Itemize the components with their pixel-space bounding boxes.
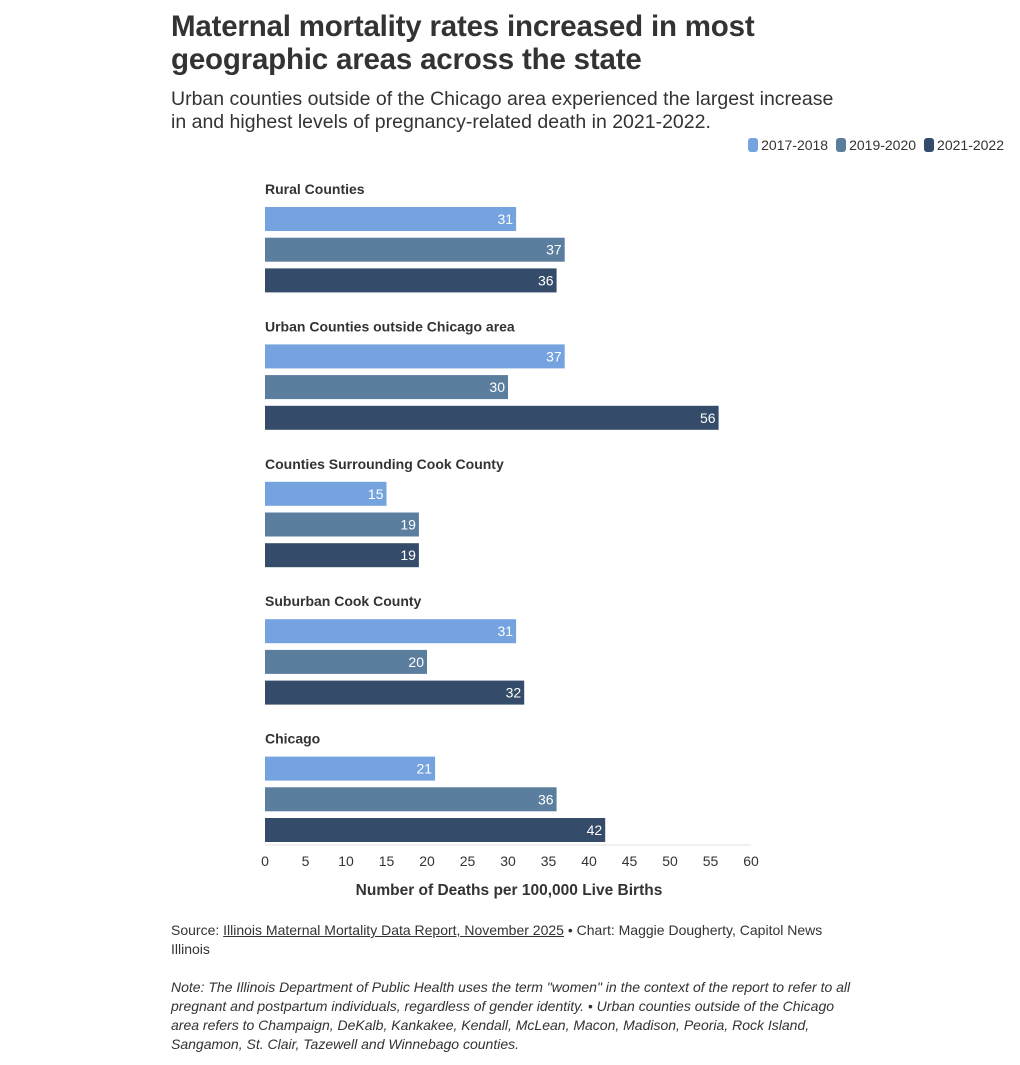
- x-tick-label-30: 30: [500, 853, 516, 869]
- legend-swatch-2017-2018: [748, 138, 759, 152]
- chart-subtitle: Urban counties outside of the Chicago ar…: [171, 88, 834, 133]
- source-line: Source: Illinois Maternal Mortality Data…: [171, 921, 851, 959]
- data-label-counties-surrounding-cook-2017-2018: 15: [368, 486, 384, 502]
- x-tick-label-60: 60: [743, 853, 759, 869]
- legend-label: 2017-2018: [761, 137, 829, 153]
- category-label-rural-counties: Rural Counties: [265, 181, 365, 197]
- category-label-counties-surrounding-cook: Counties Surrounding Cook County: [265, 456, 504, 472]
- x-tick-label-15: 15: [379, 853, 395, 869]
- bar-chicago-2019-2020: [265, 787, 557, 812]
- data-label-urban-counties-outside-chicago-2021-2022: 56: [700, 410, 716, 426]
- bar-urban-counties-outside-chicago-2017-2018: [265, 344, 565, 369]
- source-prefix: Source:: [171, 922, 224, 938]
- x-tick-label-40: 40: [581, 853, 597, 869]
- legend-swatch-2019-2020: [836, 138, 847, 152]
- bar-suburban-cook-county-2021-2022: [265, 680, 525, 705]
- bar-suburban-cook-county-2017-2018: [265, 619, 517, 644]
- x-tick-label-50: 50: [662, 853, 678, 869]
- bar-urban-counties-outside-chicago-2021-2022: [265, 405, 719, 430]
- x-tick-label-0: 0: [261, 853, 269, 869]
- data-label-rural-counties-2017-2018: 31: [498, 211, 514, 227]
- data-label-chicago-2019-2020: 36: [538, 791, 554, 807]
- bar-urban-counties-outside-chicago-2019-2020: [265, 375, 508, 400]
- chart-title: Maternal mortality rates increased in mo…: [171, 10, 755, 76]
- data-label-rural-counties-2021-2022: 36: [538, 272, 554, 288]
- legend-item-2019-2020: 2019-2020: [836, 137, 916, 153]
- bar-chart: Rural Counties 31 37 36 Urban Counties outsi…: [261, 181, 759, 899]
- data-label-suburban-cook-county-2019-2020: 20: [408, 654, 424, 670]
- category-label-chicago: Chicago: [265, 731, 320, 747]
- data-label-chicago-2017-2018: 21: [417, 761, 433, 777]
- data-label-rural-counties-2019-2020: 37: [546, 242, 562, 258]
- source-suffix: • Chart: Maggie Dougherty, Capitol News …: [171, 922, 823, 957]
- data-label-suburban-cook-county-2017-2018: 31: [498, 623, 514, 639]
- data-label-chicago-2021-2022: 42: [587, 822, 603, 838]
- data-label-urban-counties-outside-chicago-2019-2020: 30: [489, 379, 505, 395]
- bar-counties-surrounding-cook-2019-2020: [265, 512, 419, 537]
- bar-chicago-2021-2022: [265, 818, 606, 842]
- x-tick-label-55: 55: [703, 853, 719, 869]
- x-tick-label-20: 20: [419, 853, 435, 869]
- x-tick-label-35: 35: [541, 853, 557, 869]
- bar-counties-surrounding-cook-2017-2018: [265, 481, 387, 506]
- bar-suburban-cook-county-2019-2020: [265, 649, 427, 674]
- category-label-urban-counties-outside-chicago: Urban Counties outside Chicago area: [265, 318, 515, 334]
- legend-swatch-2021-2022: [924, 138, 935, 152]
- source-link[interactable]: Illinois Maternal Mortality Data Report,…: [223, 922, 564, 938]
- category-label-suburban-cook-county: Suburban Cook County: [265, 593, 422, 609]
- data-label-counties-surrounding-cook-2019-2020: 19: [400, 517, 416, 533]
- bar-rural-counties-2021-2022: [265, 268, 557, 293]
- bar-counties-surrounding-cook-2021-2022: [265, 543, 419, 568]
- legend-label: 2019-2020: [849, 137, 917, 153]
- legend-label: 2021-2022: [937, 137, 1004, 153]
- bar-rural-counties-2017-2018: [265, 207, 517, 231]
- x-tick-label-5: 5: [302, 853, 310, 869]
- bar-rural-counties-2019-2020: [265, 237, 565, 262]
- legend-item-2017-2018: 2017-2018: [748, 137, 828, 153]
- header: Maternal mortality rates increased in mo…: [171, 10, 851, 134]
- data-label-suburban-cook-county-2021-2022: 32: [506, 685, 522, 701]
- x-tick-label-45: 45: [622, 853, 638, 869]
- x-axis-title: Number of Deaths per 100,000 Live Births: [356, 882, 663, 899]
- note: Note: The Illinois Department of Public …: [171, 979, 851, 1052]
- x-tick-label-25: 25: [460, 853, 476, 869]
- bar-chicago-2017-2018: [265, 756, 436, 781]
- data-label-urban-counties-outside-chicago-2017-2018: 37: [546, 348, 562, 364]
- x-tick-label-10: 10: [338, 853, 354, 869]
- legend-item-2021-2022: 2021-2022: [924, 137, 1004, 153]
- data-label-counties-surrounding-cook-2021-2022: 19: [400, 547, 416, 563]
- legend: 2017-2018 2019-2020 2021-2022: [748, 137, 1004, 153]
